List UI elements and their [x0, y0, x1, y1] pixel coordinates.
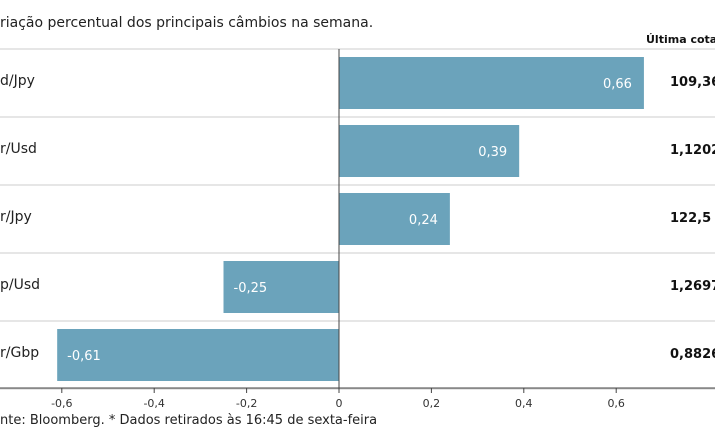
x-tick-label: 0,6: [607, 397, 625, 410]
row-label: d/Jpy: [0, 73, 35, 89]
bar-5: [57, 329, 340, 381]
bar-value-label-4: -0,25: [234, 281, 268, 296]
bar-1: [339, 57, 644, 109]
last-quote-value: 1,2697: [670, 279, 715, 294]
last-quote-value: 122,5: [670, 211, 712, 226]
chart-subtitle: riação percentual dos principais câmbios…: [0, 15, 374, 31]
bar-value-label-2: 0,39: [478, 145, 507, 160]
x-tick-label: -0,6: [51, 397, 72, 410]
bar-4: [223, 261, 339, 313]
bar-value-label-3: 0,24: [409, 213, 438, 228]
bar-value-label-1: 0,66: [603, 77, 632, 92]
row-label: r/Gbp: [0, 345, 40, 361]
source-note: nte: Bloomberg. * Dados retirados às 16:…: [0, 413, 378, 428]
row-label: r/Jpy: [0, 209, 32, 225]
row-label: r/Usd: [0, 141, 37, 157]
last-quote-value: 0,88262: [670, 347, 715, 362]
last-quote-value: 109,36: [670, 75, 715, 90]
row-label: p/Usd: [0, 277, 41, 293]
x-tick-label: -0,4: [143, 397, 164, 410]
last-quote-value: 1,1202: [670, 143, 715, 158]
last-quote-header: Última cotaç: [646, 33, 715, 46]
bar-2: [339, 125, 520, 177]
bar-3: [339, 193, 450, 245]
bar-value-label-5: -0,61: [67, 349, 101, 364]
x-tick-label: 0: [336, 397, 343, 410]
x-tick-label: -0,2: [236, 397, 257, 410]
x-tick-label: 0,4: [515, 397, 533, 410]
x-tick-label: 0,2: [423, 397, 441, 410]
